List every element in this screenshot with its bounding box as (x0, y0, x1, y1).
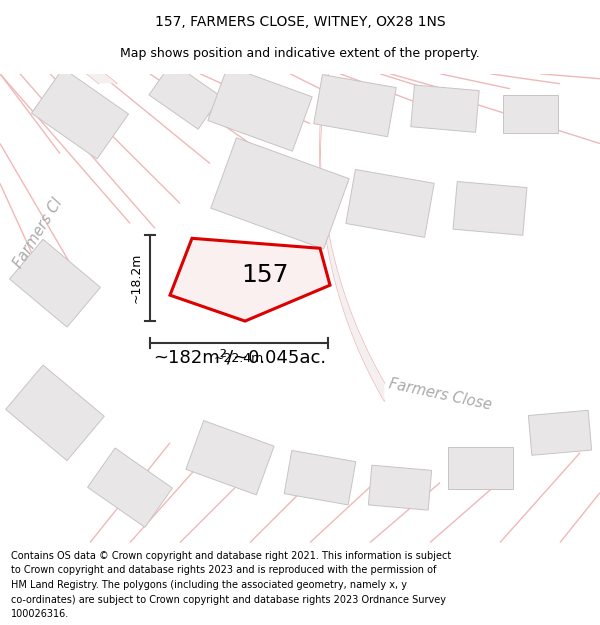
Polygon shape (6, 365, 104, 461)
Polygon shape (149, 62, 221, 129)
Text: 100026316.: 100026316. (11, 609, 69, 619)
Text: Farmers Close: Farmers Close (387, 377, 493, 413)
Polygon shape (368, 465, 431, 510)
Text: co-ordinates) are subject to Crown copyright and database rights 2023 Ordnance S: co-ordinates) are subject to Crown copyr… (11, 595, 446, 605)
Text: Farmers Cl: Farmers Cl (11, 196, 65, 271)
Text: 157: 157 (241, 263, 289, 288)
Polygon shape (0, 4, 116, 83)
Polygon shape (31, 68, 128, 159)
Text: Contains OS data © Crown copyright and database right 2021. This information is : Contains OS data © Crown copyright and d… (11, 551, 451, 561)
Polygon shape (88, 448, 172, 528)
Polygon shape (314, 74, 396, 137)
Polygon shape (211, 138, 349, 249)
Polygon shape (208, 66, 312, 151)
Text: ~18.2m: ~18.2m (130, 253, 143, 303)
Text: Map shows position and indicative extent of the property.: Map shows position and indicative extent… (120, 47, 480, 59)
Polygon shape (411, 85, 479, 132)
Polygon shape (503, 95, 557, 132)
Text: HM Land Registry. The polygons (including the associated geometry, namely x, y: HM Land Registry. The polygons (includin… (11, 580, 407, 590)
Polygon shape (170, 238, 330, 321)
Polygon shape (448, 447, 512, 489)
Text: ~182m²/~0.045ac.: ~182m²/~0.045ac. (154, 349, 326, 367)
Text: ~22.4m: ~22.4m (214, 352, 264, 366)
Polygon shape (284, 451, 356, 505)
Polygon shape (346, 169, 434, 238)
Polygon shape (186, 421, 274, 495)
Polygon shape (529, 411, 592, 455)
Text: to Crown copyright and database rights 2023 and is reproduced with the permissio: to Crown copyright and database rights 2… (11, 566, 436, 576)
Polygon shape (453, 181, 527, 235)
Polygon shape (10, 239, 100, 327)
Polygon shape (320, 19, 385, 401)
Text: 157, FARMERS CLOSE, WITNEY, OX28 1NS: 157, FARMERS CLOSE, WITNEY, OX28 1NS (155, 15, 445, 29)
